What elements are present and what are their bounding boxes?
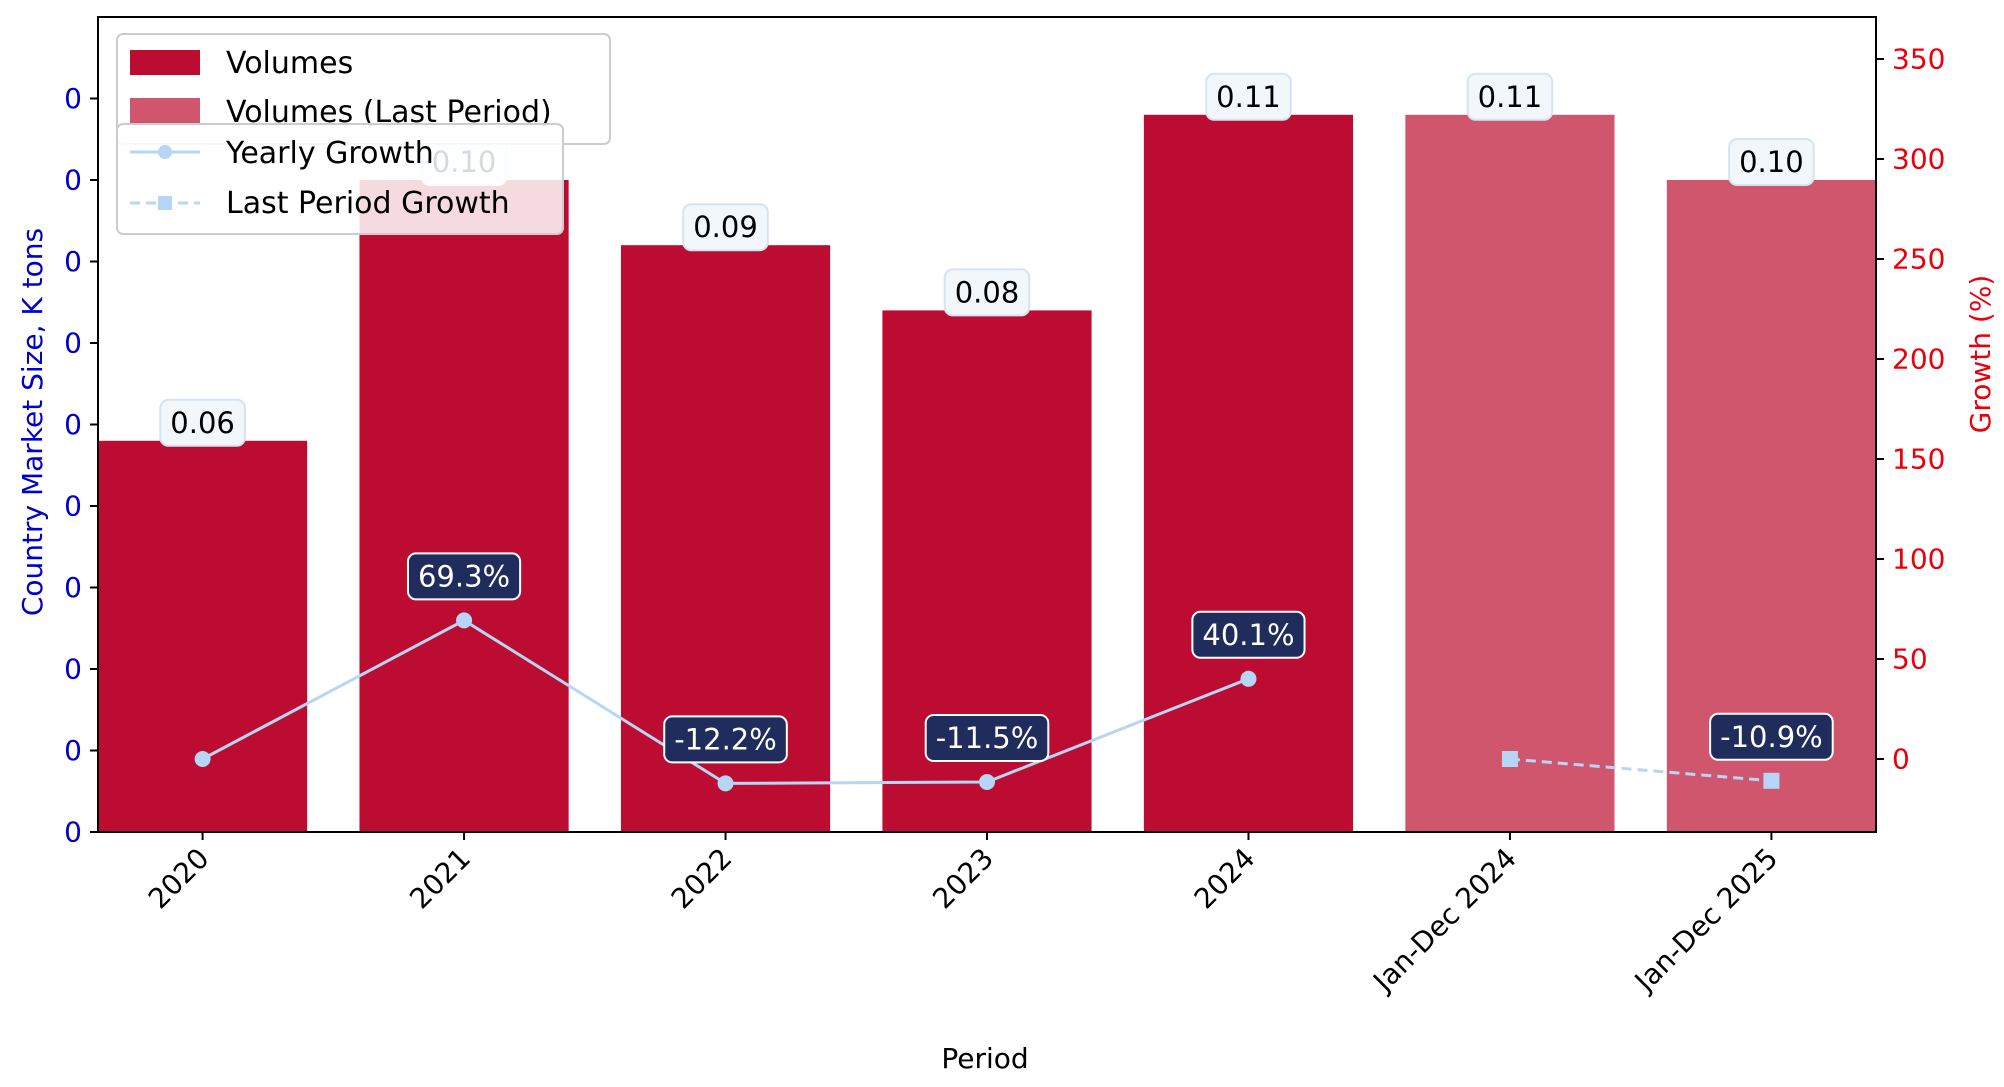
right-tick-label: 200 (1892, 343, 1945, 376)
growth-label-2021-text: 69.3% (418, 559, 510, 593)
growth-label-2023-text: -11.5% (936, 721, 1039, 755)
growth-lines-layer (194, 612, 1780, 792)
volume-label-2022-box (682, 203, 769, 252)
volume-label-2020-box (159, 398, 246, 447)
growth-marker-yearly-growth-2020 (194, 751, 211, 767)
volume-label-jan-dec-2025: 0.10 (1728, 138, 1815, 186)
volume-label-2023-text: 0.08 (955, 275, 1020, 309)
growth-marker-yearly-growth-2021 (456, 612, 473, 629)
legend-swatch-volumes (130, 50, 200, 75)
left-tick-label: 0 (64, 734, 82, 767)
volume-label-2023-box (943, 268, 1031, 317)
x-tick-label-2022: 2022 (665, 842, 739, 916)
data-labels-layer: 0.060.100.090.080.110.110.1069.3%-12.2%-… (159, 72, 1834, 764)
growth-label-2024: 40.1% (1191, 610, 1306, 659)
left-tick-label: 0 (64, 408, 82, 441)
right-tick-label: 350 (1892, 43, 1945, 76)
growth-label-2024-text: 40.1% (1202, 618, 1294, 652)
bar-2021 (359, 180, 569, 832)
growth-label-jan-dec-2025: -10.9% (1709, 712, 1834, 761)
left-tick-label: 0 (64, 571, 82, 604)
growth-marker-yearly-growth-2022 (717, 775, 734, 792)
x-tick-label-2023: 2023 (926, 842, 1000, 916)
right-tick-label: 300 (1892, 143, 1945, 176)
volume-label-jan-dec-2024-text: 0.11 (1478, 80, 1543, 114)
bar-jan-dec-2024 (1405, 114, 1615, 833)
growth-marker-last-period-growth-jan-dec-2025 (1763, 772, 1780, 789)
right-tick-label: 250 (1892, 243, 1945, 276)
volume-label-2020-text: 0.06 (170, 406, 235, 440)
left-tick-label: 0 (64, 653, 82, 686)
volume-label-2024-box (1205, 72, 1292, 121)
left-tick-label: 0 (64, 164, 82, 197)
right-tick-label: 150 (1892, 443, 1945, 476)
right-axis-title: Growth (%) (1964, 275, 1997, 434)
growth-label-2021-box (406, 552, 522, 601)
growth-label-2023: -11.5% (924, 714, 1050, 762)
volume-label-jan-dec-2025-text: 0.10 (1739, 145, 1804, 179)
growth-label-2022-text: -12.2% (674, 722, 777, 756)
volume-label-jan-dec-2024-box (1466, 72, 1554, 121)
x-tick-label-jan-dec-2024: Jan-Dec 2024 (1365, 842, 1522, 999)
x-tick-label-jan-dec-2025: Jan-Dec 2025 (1627, 842, 1784, 999)
growth-label-jan-dec-2025-box (1709, 712, 1834, 761)
left-tick-label: 0 (64, 245, 82, 278)
growth-marker-yearly-growth-2024 (1240, 670, 1257, 687)
growth-marker-last-period-growth-jan-dec-2024 (1501, 751, 1518, 767)
growth-label-2024-box (1191, 610, 1306, 659)
growth-line-last-period-growth (1509, 757, 1772, 783)
bar-2020 (98, 440, 308, 832)
left-tick-label: 0 (64, 816, 82, 849)
volume-label-2023: 0.08 (943, 268, 1031, 317)
volume-label-2024: 0.11 (1205, 72, 1292, 121)
growth-label-2022-box (663, 715, 788, 764)
left-axis-title: Country Market Size, K tons (16, 228, 49, 616)
volume-label-2022-text: 0.09 (693, 210, 758, 244)
growth-label-2021: 69.3% (406, 552, 522, 601)
legend-label-yearly-growth: Yearly Growth (225, 136, 434, 171)
x-tick-label-2024: 2024 (1188, 842, 1262, 916)
bar-2024 (1143, 114, 1354, 833)
legend-marker-yearly-growth (158, 145, 172, 159)
right-tick-label: 100 (1892, 543, 1945, 576)
volume-label-jan-dec-2024: 0.11 (1466, 72, 1554, 121)
growth-marker-yearly-growth-2023 (979, 774, 995, 790)
legend-swatch-last-period (130, 98, 200, 123)
left-tick-label: 0 (64, 490, 82, 523)
legend-marker-last-period-growth (158, 196, 172, 210)
volume-label-2024-text: 0.11 (1216, 80, 1281, 114)
volume-label-2020: 0.06 (159, 398, 246, 447)
growth-label-2023-box (924, 714, 1050, 762)
legend-label-last-period-growth: Last Period Growth (226, 186, 510, 221)
volume-label-jan-dec-2025-box (1728, 138, 1815, 186)
growth-label-2022: -12.2% (663, 715, 788, 764)
growth-label-jan-dec-2025-text: -10.9% (1720, 720, 1823, 754)
legend-growth: Yearly Growth Last Period Growth (116, 123, 564, 235)
bars-layer (98, 114, 1876, 833)
x-tick-label-2021: 2021 (403, 842, 477, 916)
left-tick-label: 0 (64, 82, 82, 115)
legend-label-volumes: Volumes (226, 46, 353, 81)
left-tick-label: 0 (64, 327, 82, 360)
right-tick-label: 50 (1892, 643, 1928, 676)
x-tick-label-2020: 2020 (142, 842, 216, 916)
right-tick-label: 0 (1892, 743, 1910, 776)
volume-label-2022: 0.09 (682, 203, 769, 252)
x-axis-title: Period (941, 1042, 1028, 1075)
